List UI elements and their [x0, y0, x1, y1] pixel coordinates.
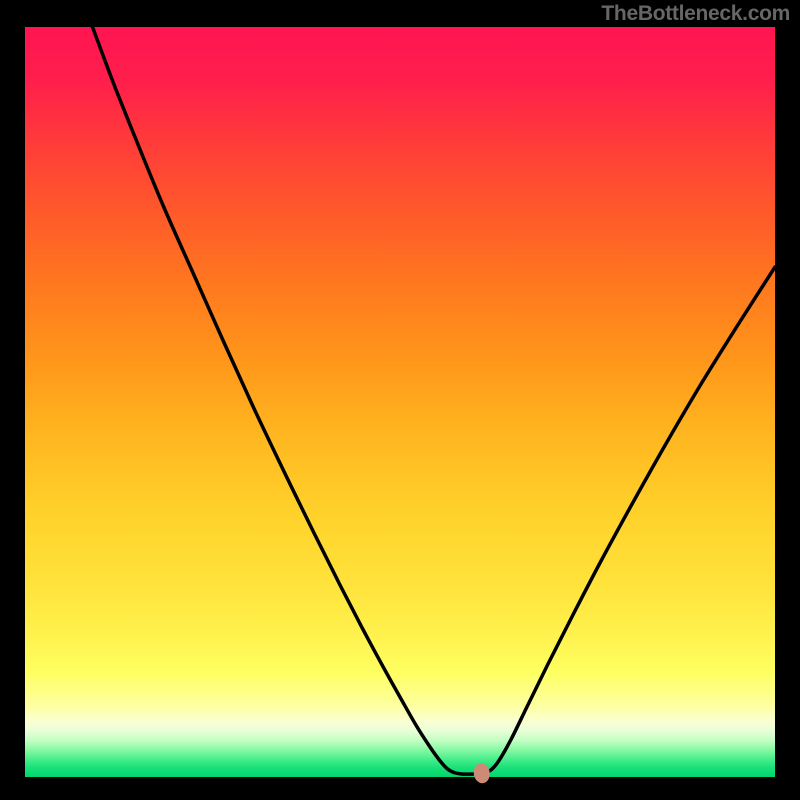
watermark-text: TheBottleneck.com [601, 2, 790, 26]
bottleneck-curve-chart [0, 0, 800, 800]
chart-frame: TheBottleneck.com [0, 0, 800, 800]
